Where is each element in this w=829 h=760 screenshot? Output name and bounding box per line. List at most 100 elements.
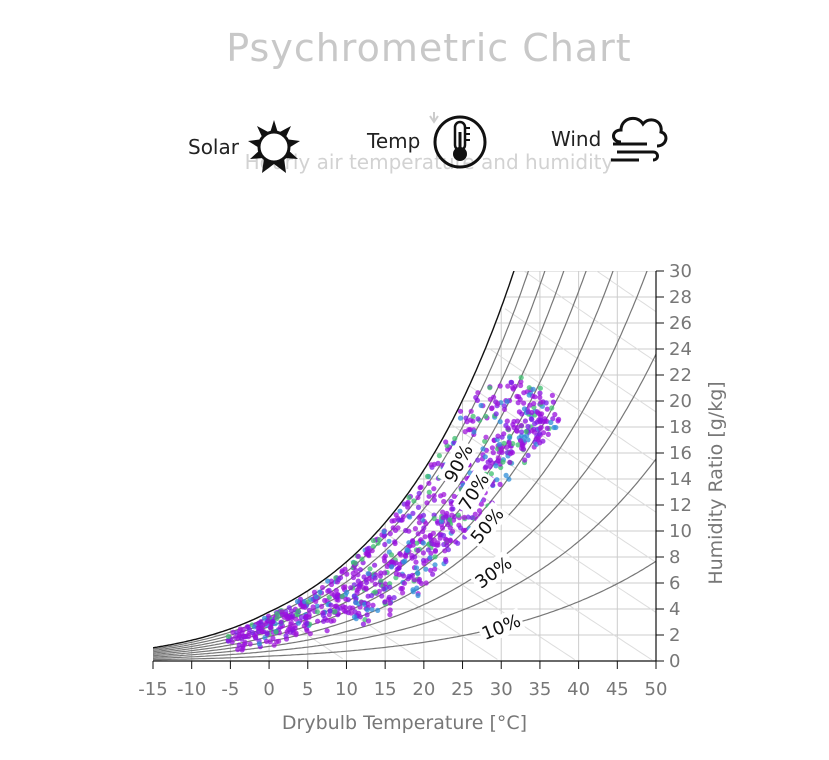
data-point [239,636,245,642]
data-point [440,509,446,515]
x-tick-label: 50 [645,679,668,700]
data-point [457,408,464,414]
nav-temp-button[interactable]: Temp [367,112,488,170]
data-point [314,609,320,615]
data-point [423,566,429,572]
data-point [423,580,429,586]
data-point [548,419,554,426]
data-point [544,425,550,431]
rh-curve [153,271,648,657]
data-point [420,540,426,546]
enthalpy-line [381,529,575,661]
data-point [249,629,256,636]
data-point [379,593,385,599]
data-point [320,618,327,624]
data-point [387,607,393,613]
data-point [279,612,285,618]
x-tick-label: 10 [335,679,358,700]
rh-label-bg [468,549,518,594]
data-point [405,504,411,510]
data-point [431,493,437,499]
data-point [507,451,513,457]
y-tick-label: 8 [669,547,680,568]
rh-curve [153,458,656,659]
nav-wind-button[interactable]: Wind [551,108,669,170]
data-point [256,641,262,647]
data-point [518,375,524,381]
data-point [336,576,342,583]
data-point [290,613,296,619]
data-point [278,624,284,630]
data-point [339,593,345,599]
rh-curve [153,271,530,650]
data-point [394,566,400,573]
data-point [363,579,370,586]
data-point [521,400,527,406]
data-point [464,419,470,425]
data-point [369,606,375,612]
data-point [505,425,511,431]
rh-curve [153,560,656,661]
data-point [381,586,387,592]
wind-cloud-icon [611,116,668,162]
data-point [410,587,416,593]
rh-curve [153,271,515,649]
data-point [526,385,532,391]
nav-solar-button[interactable]: Solar [188,118,303,176]
y-tick-label: 26 [669,313,692,334]
x-tick-label: 15 [374,679,397,700]
data-point [369,593,375,599]
data-point [304,621,310,627]
data-point [518,422,525,429]
y-tick-label: 22 [669,365,692,386]
data-point [399,585,405,592]
data-point [326,594,332,600]
data-point [348,585,354,591]
data-point [487,457,493,463]
x-tick-label: 0 [263,679,274,700]
data-point [335,592,341,598]
data-point [514,418,521,424]
data-point [239,630,245,636]
data-point [496,441,503,447]
data-point [392,527,399,534]
data-point [356,610,362,617]
data-point [537,390,543,396]
data-point [384,563,390,570]
data-point [375,607,381,614]
data-point [456,522,462,528]
data-point [410,542,416,548]
data-point [475,457,481,463]
data-point [412,526,418,532]
data-point [452,435,458,442]
data-point [328,618,334,624]
data-point [461,527,467,533]
data-point [490,482,496,488]
data-point [295,620,301,626]
y-tick-label: 18 [669,417,692,438]
y-tick-label: 0 [669,651,680,672]
data-point [240,645,246,651]
data-point [514,428,520,434]
data-point [426,489,432,495]
data-point [382,581,388,587]
data-point [354,590,360,596]
data-point [489,445,495,451]
data-point [294,598,301,605]
data-point [339,568,345,574]
data-point [326,612,332,618]
data-point [267,625,273,631]
data-point [483,434,489,440]
data-point [305,599,311,605]
x-tick-label: 30 [490,679,513,700]
data-point [293,630,299,636]
data-point [415,504,422,510]
data-point [483,464,489,470]
data-point [508,379,514,385]
data-point [475,390,481,396]
data-point [340,604,346,610]
data-point [441,491,447,498]
data-point [426,480,432,486]
data-point [478,501,484,507]
data-point [397,508,403,514]
